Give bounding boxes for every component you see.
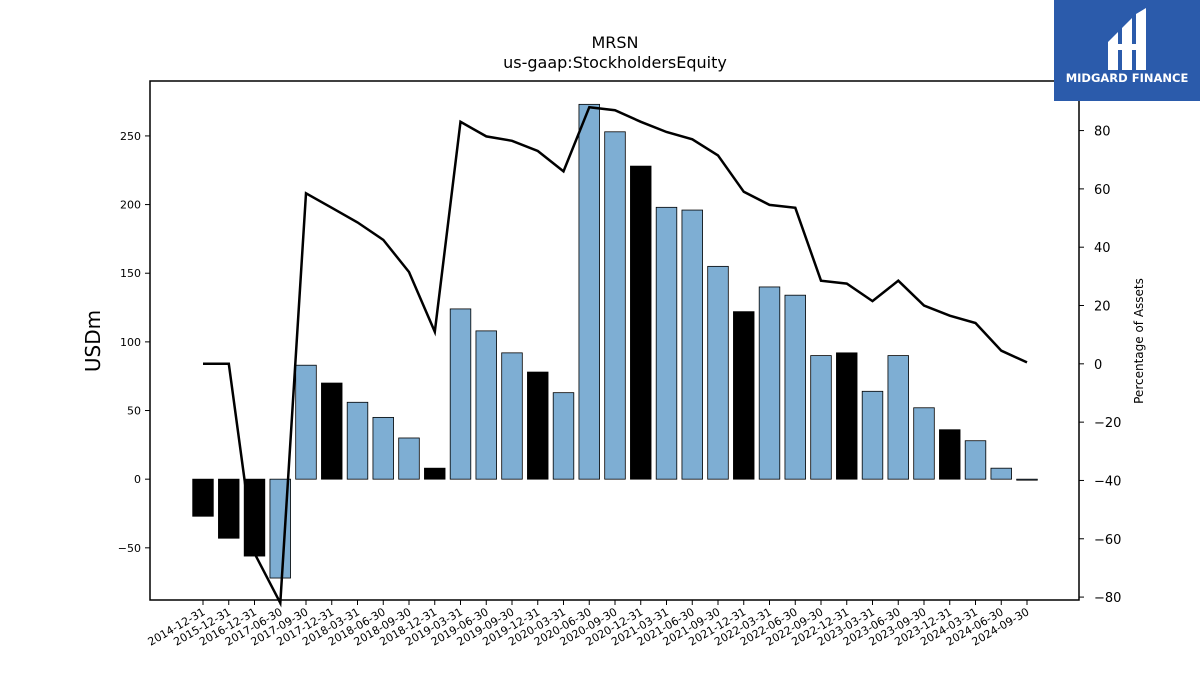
y2-axis-label: Percentage of Assets [1132,278,1146,404]
logo-text: MIDGARD FINANCE [1066,71,1189,85]
bar-2017-09-30 [295,364,317,480]
y-tick-label: 100 [120,336,141,349]
y-tick-label: 0 [134,473,141,486]
bar-2018-03-31 [346,401,369,480]
bar-2014-12-31 [192,478,214,517]
bar-2019-12-31 [527,371,549,480]
y2-tick-label: −40 [1094,474,1121,489]
y2-tick-label: 40 [1094,241,1111,256]
bar-2018-12-31 [424,467,446,480]
bar-2015-12-31 [218,478,240,539]
bar-2020-06-30 [578,103,600,480]
bar-2021-09-30 [707,265,729,480]
bar-2022-03-31 [758,286,781,480]
bar-2022-12-31 [836,352,858,480]
y2-tick-label: −60 [1094,533,1121,548]
bar-2020-03-31 [552,392,575,480]
bar-2019-03-31 [449,308,472,480]
bar-2022-09-30 [810,355,832,480]
bar-2020-12-31 [630,165,652,480]
bar-2023-03-31 [861,390,884,480]
bar-2023-12-31 [939,429,961,480]
bar-2021-12-31 [733,311,755,480]
bar-2017-12-31 [321,382,343,480]
bar-2023-09-30 [913,407,935,480]
y-tick-label: −50 [118,542,141,555]
y-axis-label: USDm [81,310,105,372]
y-tick-label: 50 [127,405,141,418]
y2-tick-label: 20 [1094,300,1111,315]
bar-2021-03-31 [655,206,678,480]
bar-2022-06-30 [784,294,806,480]
bar-2016-12-31 [243,478,266,557]
y-tick-label: 150 [120,267,141,280]
y2-tick-label: −20 [1094,416,1121,431]
bar-2018-09-30 [398,437,420,480]
bar-2020-09-30 [604,131,626,480]
y2-tick-label: 80 [1094,125,1111,140]
y-tick-label: 200 [120,199,141,212]
bar-2024-06-30 [990,467,1012,480]
bar-2019-06-30 [475,330,497,480]
bar-2019-09-30 [501,352,523,480]
midgard-emblem-icon [1108,8,1146,70]
bar-2018-06-30 [372,416,394,480]
chart-subtitle: us-gaap:StockholdersEquity [503,53,727,72]
bar-2023-06-30 [887,355,909,480]
y2-tick-label: −80 [1094,591,1121,606]
bar-2024-03-31 [964,440,987,480]
chart-title: MRSN [591,33,638,52]
y-tick-label: 250 [120,130,141,143]
bar-2021-06-30 [681,209,703,480]
y2-tick-label: 60 [1094,183,1111,198]
pct-assets-line [203,105,1028,608]
plot-frame [149,80,1080,601]
midgard-finance-logo: MIDGARD FINANCE [1054,0,1200,101]
y2-tick-label: 0 [1094,358,1102,373]
bar-2024-09-30 [1016,478,1038,481]
